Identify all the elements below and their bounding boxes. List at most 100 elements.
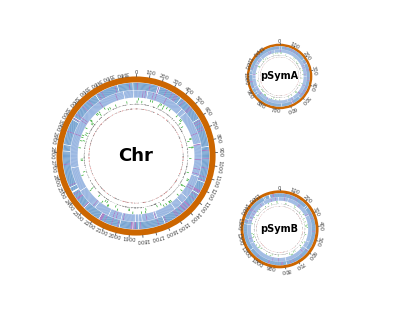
Wedge shape bbox=[167, 205, 172, 212]
Wedge shape bbox=[70, 153, 78, 154]
Wedge shape bbox=[311, 222, 315, 224]
Wedge shape bbox=[298, 256, 301, 259]
Wedge shape bbox=[300, 89, 302, 91]
Wedge shape bbox=[250, 81, 253, 83]
Wedge shape bbox=[252, 65, 254, 66]
Wedge shape bbox=[194, 145, 201, 147]
Wedge shape bbox=[294, 202, 297, 205]
Wedge shape bbox=[90, 197, 96, 203]
Wedge shape bbox=[196, 124, 202, 128]
Wedge shape bbox=[182, 104, 188, 110]
Wedge shape bbox=[263, 55, 266, 57]
Wedge shape bbox=[66, 176, 74, 179]
Wedge shape bbox=[284, 100, 285, 103]
Wedge shape bbox=[175, 107, 180, 113]
Wedge shape bbox=[252, 64, 255, 66]
Wedge shape bbox=[275, 258, 276, 261]
Wedge shape bbox=[167, 100, 171, 107]
Wedge shape bbox=[258, 243, 259, 244]
Wedge shape bbox=[71, 146, 78, 148]
Wedge shape bbox=[262, 202, 265, 205]
Wedge shape bbox=[282, 261, 283, 265]
Wedge shape bbox=[297, 252, 300, 255]
Wedge shape bbox=[181, 184, 183, 186]
Wedge shape bbox=[102, 195, 103, 196]
Wedge shape bbox=[77, 127, 84, 130]
Wedge shape bbox=[72, 171, 80, 173]
Wedge shape bbox=[104, 99, 108, 105]
Wedge shape bbox=[291, 251, 292, 252]
Wedge shape bbox=[256, 88, 259, 90]
Wedge shape bbox=[113, 109, 114, 110]
Wedge shape bbox=[296, 213, 297, 214]
Wedge shape bbox=[74, 174, 81, 177]
Wedge shape bbox=[156, 94, 159, 101]
Wedge shape bbox=[261, 94, 264, 96]
Wedge shape bbox=[136, 83, 137, 90]
Wedge shape bbox=[256, 207, 259, 210]
Wedge shape bbox=[297, 199, 300, 202]
Wedge shape bbox=[265, 54, 267, 56]
Wedge shape bbox=[256, 93, 259, 96]
Wedge shape bbox=[187, 109, 193, 115]
Wedge shape bbox=[300, 72, 301, 73]
Wedge shape bbox=[281, 53, 282, 54]
Wedge shape bbox=[299, 250, 302, 253]
Wedge shape bbox=[262, 197, 264, 201]
Wedge shape bbox=[260, 246, 261, 247]
Wedge shape bbox=[177, 194, 179, 196]
Wedge shape bbox=[308, 231, 312, 232]
Wedge shape bbox=[262, 56, 264, 59]
Wedge shape bbox=[118, 93, 121, 100]
Wedge shape bbox=[260, 58, 262, 60]
Wedge shape bbox=[286, 47, 287, 50]
Wedge shape bbox=[63, 148, 70, 149]
Wedge shape bbox=[292, 201, 294, 204]
Wedge shape bbox=[263, 245, 264, 246]
Wedge shape bbox=[91, 187, 94, 189]
Wedge shape bbox=[266, 57, 268, 58]
Wedge shape bbox=[302, 60, 305, 62]
Wedge shape bbox=[305, 207, 308, 210]
Wedge shape bbox=[275, 103, 276, 106]
Wedge shape bbox=[302, 203, 305, 206]
Wedge shape bbox=[296, 97, 299, 100]
Wedge shape bbox=[106, 217, 110, 223]
Wedge shape bbox=[254, 59, 257, 61]
Wedge shape bbox=[187, 178, 189, 180]
Wedge shape bbox=[294, 254, 297, 257]
Wedge shape bbox=[190, 131, 197, 134]
Wedge shape bbox=[181, 203, 187, 209]
Wedge shape bbox=[261, 98, 263, 100]
Wedge shape bbox=[156, 198, 157, 199]
Wedge shape bbox=[307, 221, 311, 222]
Wedge shape bbox=[197, 181, 204, 185]
Wedge shape bbox=[164, 90, 168, 97]
Wedge shape bbox=[305, 86, 308, 88]
Wedge shape bbox=[172, 202, 176, 208]
Wedge shape bbox=[155, 86, 158, 93]
Wedge shape bbox=[63, 154, 70, 155]
Wedge shape bbox=[271, 56, 272, 57]
Wedge shape bbox=[120, 213, 122, 220]
Wedge shape bbox=[308, 228, 312, 229]
Wedge shape bbox=[304, 233, 305, 234]
Wedge shape bbox=[260, 57, 262, 60]
Wedge shape bbox=[308, 213, 312, 216]
Wedge shape bbox=[84, 116, 90, 121]
Wedge shape bbox=[251, 84, 254, 86]
Wedge shape bbox=[270, 99, 272, 102]
Wedge shape bbox=[79, 123, 86, 127]
Wedge shape bbox=[92, 174, 93, 175]
Wedge shape bbox=[143, 109, 144, 110]
Wedge shape bbox=[249, 247, 252, 249]
Wedge shape bbox=[184, 138, 185, 139]
Wedge shape bbox=[80, 199, 86, 204]
Wedge shape bbox=[292, 259, 294, 262]
Wedge shape bbox=[185, 139, 186, 140]
Wedge shape bbox=[192, 138, 200, 141]
Text: 1800: 1800 bbox=[136, 236, 150, 243]
Wedge shape bbox=[107, 118, 108, 119]
Wedge shape bbox=[296, 52, 298, 55]
Wedge shape bbox=[70, 159, 78, 160]
